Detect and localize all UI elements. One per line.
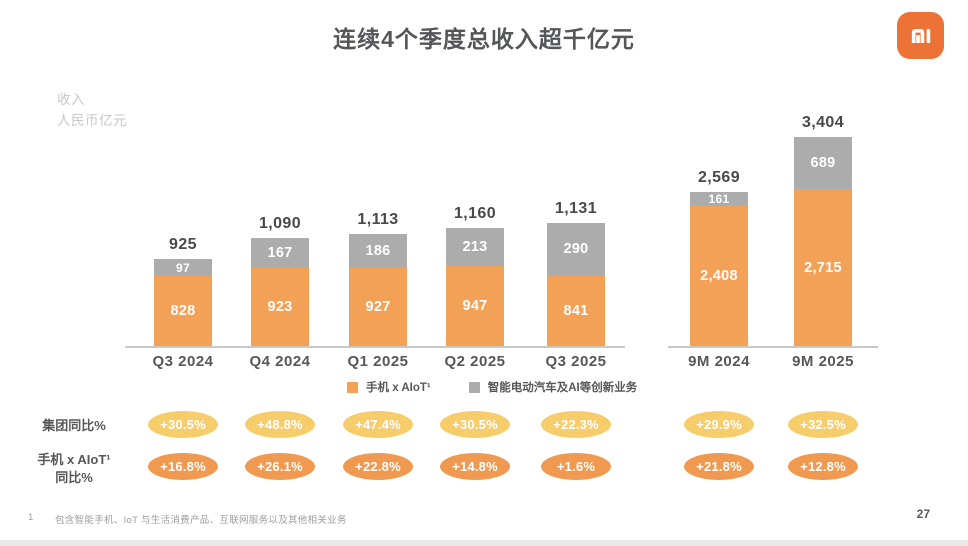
yoy-badge: +21.8% xyxy=(684,453,754,480)
yoy-badge: +32.5% xyxy=(788,411,858,438)
bar-segment-phone-aiot: 2,408 xyxy=(690,206,748,346)
bar-column-q2-2025: 1,160 213 947 xyxy=(446,205,504,346)
category-label: Q3 2025 xyxy=(545,353,607,370)
bar-column-q3-2024: 925 97 828 xyxy=(154,236,212,346)
yoy-badge: +16.8% xyxy=(148,453,218,480)
bar-total-label: 2,569 xyxy=(697,169,741,186)
bar-total-label: 1,160 xyxy=(453,205,497,222)
bar-segment-phone-aiot: 927 xyxy=(349,267,407,346)
bar-column-9m-2025: 3,404 689 2,715 xyxy=(794,114,852,346)
bar-segment-ev-ai: 167 xyxy=(251,238,309,268)
bar-column-q3-2025: 1,131 290 841 xyxy=(547,200,605,346)
bar-column-9m-2024: 2,569 161 2,408 xyxy=(690,169,748,346)
bar-segment-ev-ai: 689 xyxy=(794,137,852,189)
yoy-badge: +48.8% xyxy=(245,411,315,438)
y-axis-label: 收入 人民币亿元 xyxy=(57,90,127,132)
category-label: Q3 2024 xyxy=(152,353,214,370)
yoy-row-label-line: 手机 x AIoT¹ xyxy=(37,452,111,467)
bar-segment-phone-aiot: 923 xyxy=(251,268,309,346)
yoy-row-label-line: 同比% xyxy=(55,469,93,485)
bar-segment-phone-aiot: 828 xyxy=(154,276,212,346)
bar-total-label: 1,113 xyxy=(357,211,399,228)
nine-month-axis-line xyxy=(668,346,878,348)
category-label: 9M 2024 xyxy=(688,353,750,370)
footnote-text: 包含智能手机、IoT 与生活消费产品、互联网服务以及其他相关业务 xyxy=(55,515,347,526)
page-number: 27 xyxy=(916,507,930,521)
bar-segment-ev-ai: 161 xyxy=(690,192,748,206)
yoy-badge: +30.5% xyxy=(440,411,510,438)
category-label: Q4 2024 xyxy=(249,353,311,370)
legend-label: 智能电动汽车及AI等创新业务 xyxy=(487,382,638,394)
bar-column-q4-2024: 1,090 167 923 xyxy=(251,215,309,346)
category-label: Q2 2025 xyxy=(444,353,506,370)
bar-segment-phone-aiot: 2,715 xyxy=(794,189,852,346)
category-label: Q1 2025 xyxy=(347,353,409,370)
yoy-badge: +26.1% xyxy=(245,453,315,480)
yoy-badge: +22.8% xyxy=(343,453,413,480)
yoy-row-label: 手机 x AIoT¹ 同比% xyxy=(18,451,130,486)
yoy-badge: +30.5% xyxy=(148,411,218,438)
yoy-badge: +47.4% xyxy=(343,411,413,438)
mi-glyph xyxy=(911,28,930,43)
y-axis-label-line1: 收入 xyxy=(57,92,85,107)
slide-bottom-edge xyxy=(0,540,968,546)
legend-item: 手机 x AIoT¹ xyxy=(347,379,431,395)
bar-total-label: 1,131 xyxy=(554,200,598,217)
legend-swatch-icon xyxy=(468,381,480,393)
bar-total-label: 3,404 xyxy=(801,114,845,131)
bar-segment-phone-aiot: 841 xyxy=(547,275,605,346)
legend-item: 智能电动汽车及AI等创新业务 xyxy=(468,379,638,395)
bar-segment-phone-aiot: 947 xyxy=(446,266,504,346)
slide-title: 连续4个季度总收入超千亿元 xyxy=(333,26,635,52)
y-axis-label-line2: 人民币亿元 xyxy=(57,112,127,128)
yoy-badge: +12.8% xyxy=(788,453,858,480)
yoy-badge: +29.9% xyxy=(684,411,754,438)
legend-label: 手机 x AIoT¹ xyxy=(366,382,431,394)
bar-column-q1-2025: 1,113 186 927 xyxy=(349,211,407,346)
bar-segment-ev-ai: 213 xyxy=(446,228,504,266)
yoy-row-label-line: 集团同比% xyxy=(42,418,106,433)
bar-segment-ev-ai: 97 xyxy=(154,259,212,276)
bar-segment-ev-ai: 186 xyxy=(349,234,407,267)
category-label: 9M 2025 xyxy=(792,353,854,370)
yoy-badge: +14.8% xyxy=(440,453,510,480)
chart-legend: 手机 x AIoT¹ 智能电动汽车及AI等创新业务 xyxy=(347,379,637,395)
bar-total-label: 925 xyxy=(169,236,197,253)
quarterly-axis-line xyxy=(125,346,625,348)
bar-total-label: 1,090 xyxy=(258,215,302,232)
yoy-badge: +1.6% xyxy=(541,453,611,480)
footnote-index: 1 xyxy=(28,512,34,523)
yoy-row-label: 集团同比% xyxy=(18,417,130,435)
xiaomi-logo-icon xyxy=(897,12,944,59)
bar-segment-ev-ai: 290 xyxy=(547,223,605,275)
legend-swatch-icon xyxy=(347,381,358,393)
yoy-badge: +22.3% xyxy=(541,411,611,438)
